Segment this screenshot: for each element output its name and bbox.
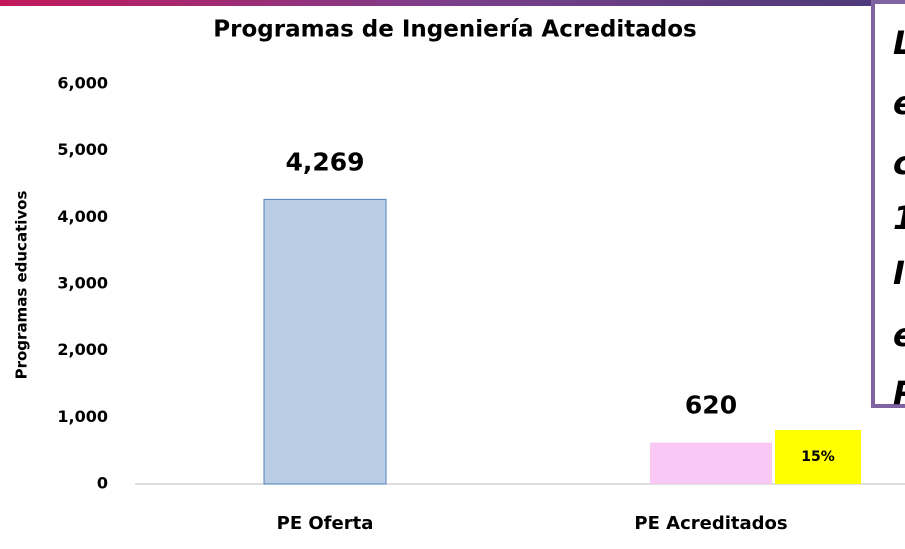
side-text: e — [893, 84, 905, 122]
bar — [263, 198, 387, 485]
side-text: L — [893, 24, 905, 62]
chart-title: Programas de Ingeniería Acreditados — [213, 17, 696, 43]
side-text: I — [893, 254, 905, 292]
y-tick-label: 6,000 — [57, 74, 108, 93]
annotation: 15% — [801, 449, 835, 465]
annotation-box — [775, 430, 861, 484]
side-text-box — [871, 0, 905, 408]
y-tick-label: 2,000 — [57, 340, 108, 359]
side-text: P — [893, 374, 905, 412]
bar — [650, 442, 772, 484]
y-tick-label: 5,000 — [57, 140, 108, 159]
y-tick-label: 0 — [97, 474, 108, 493]
y-tick-label: 1,000 — [57, 407, 108, 426]
y-tick-label: 4,000 — [57, 207, 108, 226]
x-tick-label: PE Oferta — [277, 513, 374, 534]
y-axis-label: Programas educativos — [13, 191, 31, 380]
y-tick-label: 3,000 — [57, 274, 108, 293]
side-text: c — [893, 144, 905, 182]
value-label: 620 — [685, 391, 737, 420]
value-label: 4,269 — [285, 147, 364, 176]
side-text: 1 — [893, 199, 905, 237]
side-text: e — [893, 316, 905, 354]
x-tick-label: PE Acreditados — [634, 513, 787, 534]
top-strip — [0, 0, 905, 6]
